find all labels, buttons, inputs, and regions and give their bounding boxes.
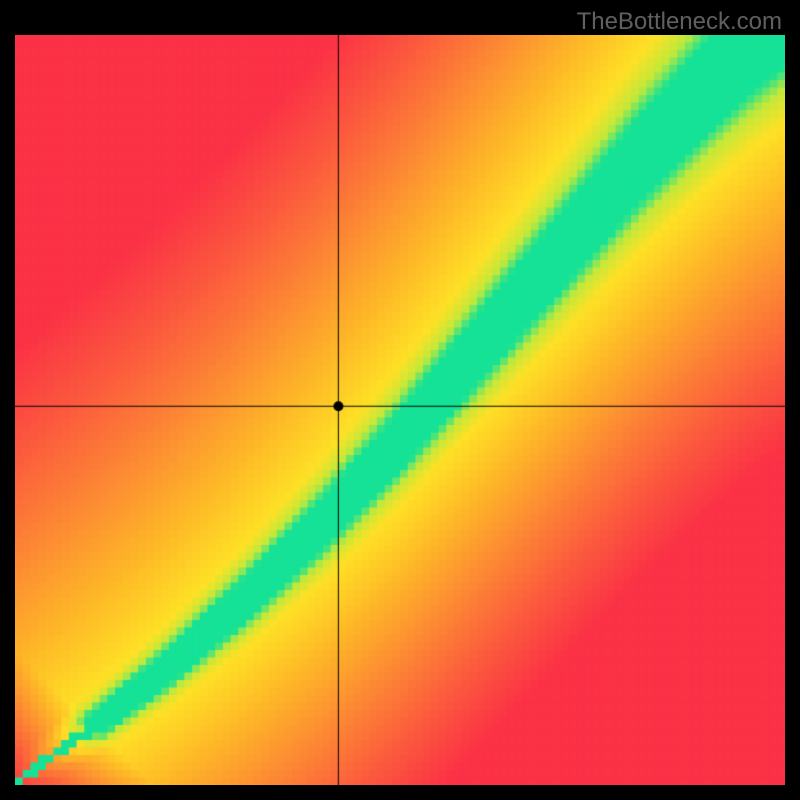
watermark-text: TheBottleneck.com <box>577 8 782 36</box>
bottleneck-heatmap <box>15 35 785 785</box>
chart-container: TheBottleneck.com <box>0 0 800 800</box>
